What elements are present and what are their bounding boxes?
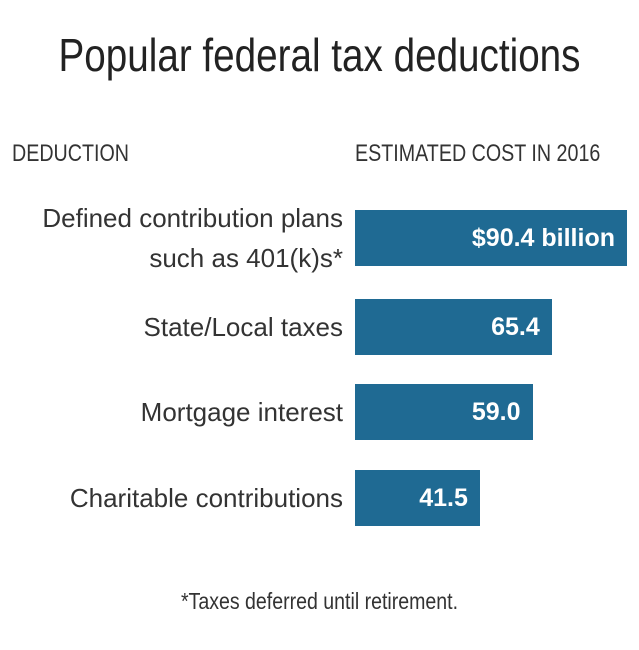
data-label: 65.4: [491, 313, 540, 341]
footnote: *Taxes deferred until retirement.: [180, 588, 459, 614]
column-header: DEDUCTION: [12, 140, 129, 167]
column-header: ESTIMATED COST IN 2016: [355, 140, 601, 167]
category-label: Defined contribution plans such as 401(k…: [42, 203, 343, 273]
bar: 65.4: [355, 299, 552, 355]
chart-title: Popular federal tax deductions: [58, 29, 581, 81]
data-label: 59.0: [471, 398, 521, 426]
category-label: Charitable contributions: [69, 483, 343, 513]
category-label: State/Local taxes: [143, 312, 343, 342]
data-label: 41.5: [419, 484, 468, 512]
bar: $90.4 billion: [355, 210, 627, 266]
data-label: $90.4 billion: [471, 224, 615, 252]
bar: 59.0: [355, 384, 533, 440]
bar: 41.5: [355, 470, 480, 526]
category-label: Mortgage interest: [140, 397, 343, 427]
